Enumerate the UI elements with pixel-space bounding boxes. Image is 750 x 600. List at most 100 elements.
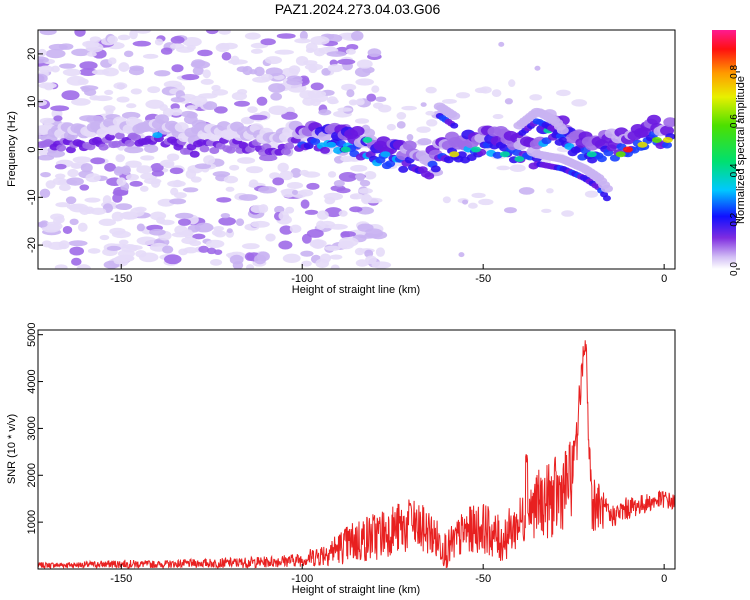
noise-blob <box>65 196 77 205</box>
noise-blob <box>556 89 571 97</box>
noise-blob <box>276 33 296 39</box>
noise-blob <box>104 89 114 95</box>
noise-blob <box>396 112 407 120</box>
noise-blob <box>66 177 84 186</box>
noise-blob <box>79 61 98 70</box>
noise-blob <box>206 30 219 35</box>
snr-panel: -150 -100 -50 0 1000 2000 3000 4000 5000 Height… <box>6 322 676 596</box>
noise-blob <box>125 244 143 251</box>
noise-blob <box>136 236 157 246</box>
noise-blob <box>39 117 55 125</box>
noise-blob <box>38 82 57 89</box>
noise-blob <box>425 86 437 94</box>
noise-blob <box>265 233 276 242</box>
noise-blob <box>468 202 478 209</box>
noise-blob <box>78 68 98 76</box>
noise-blob <box>546 188 554 194</box>
noise-blob <box>181 73 200 81</box>
noise-blob <box>378 104 392 113</box>
noise-blob <box>504 207 517 214</box>
noise-blob <box>69 203 89 213</box>
noise-blob <box>306 229 324 238</box>
noise-blob <box>371 261 392 269</box>
noise-blob <box>76 264 91 269</box>
noise-blob <box>154 70 171 77</box>
noise-blob <box>340 155 356 162</box>
noise-blob <box>182 36 202 47</box>
noise-blob <box>62 68 82 77</box>
ridge-hotspot <box>662 136 673 143</box>
ridge-blob <box>662 141 673 149</box>
noise-blob <box>48 43 68 51</box>
noise-blob <box>85 173 101 183</box>
spectrogram-y-axis: -20 -10 0 10 20 <box>26 48 43 253</box>
noise-blob <box>357 223 374 232</box>
x-tick-label: -100 <box>291 573 313 585</box>
noise-blob <box>319 220 336 229</box>
noise-blob <box>140 155 155 161</box>
noise-blob <box>149 211 167 221</box>
ridge-halo <box>663 117 675 128</box>
noise-blob <box>126 103 137 109</box>
noise-blob <box>125 160 142 168</box>
noise-blob <box>185 169 197 180</box>
noise-blob <box>245 166 264 174</box>
noise-blob <box>149 228 166 236</box>
ridge-hotspot <box>622 146 633 153</box>
noise-blob <box>221 42 238 50</box>
noise-blob <box>248 179 259 188</box>
noise-blob <box>281 111 298 120</box>
noise-blob <box>202 69 211 79</box>
noise-blob <box>272 177 285 186</box>
ridge-blob <box>284 142 295 150</box>
noise-blob <box>55 216 65 224</box>
noise-blob <box>327 171 337 178</box>
noise-blob <box>190 176 202 183</box>
noise-blob <box>291 190 298 196</box>
y-tick-label: 4000 <box>26 369 38 393</box>
noise-blob <box>194 222 214 233</box>
noise-blob <box>159 103 168 111</box>
noise-blob <box>237 157 256 164</box>
noise-blob <box>182 187 199 193</box>
noise-blob <box>50 105 70 112</box>
noise-blob <box>304 63 324 71</box>
noise-blob <box>171 64 184 73</box>
noise-blob <box>218 30 231 35</box>
noise-blob <box>38 221 48 228</box>
branch-blob <box>450 122 459 129</box>
noise-blob <box>324 207 343 218</box>
noise-blob <box>74 30 86 37</box>
noise-blob <box>277 162 289 173</box>
noise-blob <box>364 195 372 202</box>
noise-blob <box>116 154 126 161</box>
noise-blob <box>103 105 116 112</box>
ridge-blob <box>98 143 109 151</box>
noise-blob <box>59 63 77 69</box>
noise-blob <box>221 51 232 61</box>
noise-blob <box>124 146 144 154</box>
noise-blob <box>290 167 302 178</box>
noise-blob <box>80 163 93 173</box>
noise-blob <box>304 209 319 215</box>
spectrogram-heatmap <box>38 30 675 269</box>
ridge-blob <box>199 145 210 153</box>
noise-blob <box>54 264 68 269</box>
noise-blob <box>301 233 312 244</box>
noise-blob <box>84 197 101 203</box>
noise-blob <box>349 206 363 213</box>
noise-blob <box>325 45 337 53</box>
noise-blob <box>371 85 380 93</box>
noise-blob <box>102 67 119 77</box>
noise-blob <box>305 42 318 52</box>
noise-blob <box>351 100 365 105</box>
noise-blob <box>286 182 304 189</box>
noise-blob <box>571 99 588 107</box>
noise-blob <box>321 68 331 76</box>
noise-blob <box>420 102 427 107</box>
noise-blob <box>238 194 258 201</box>
noise-blob <box>496 165 511 171</box>
ridge-hotspot <box>152 132 163 139</box>
ridge-hotspot <box>340 146 351 153</box>
